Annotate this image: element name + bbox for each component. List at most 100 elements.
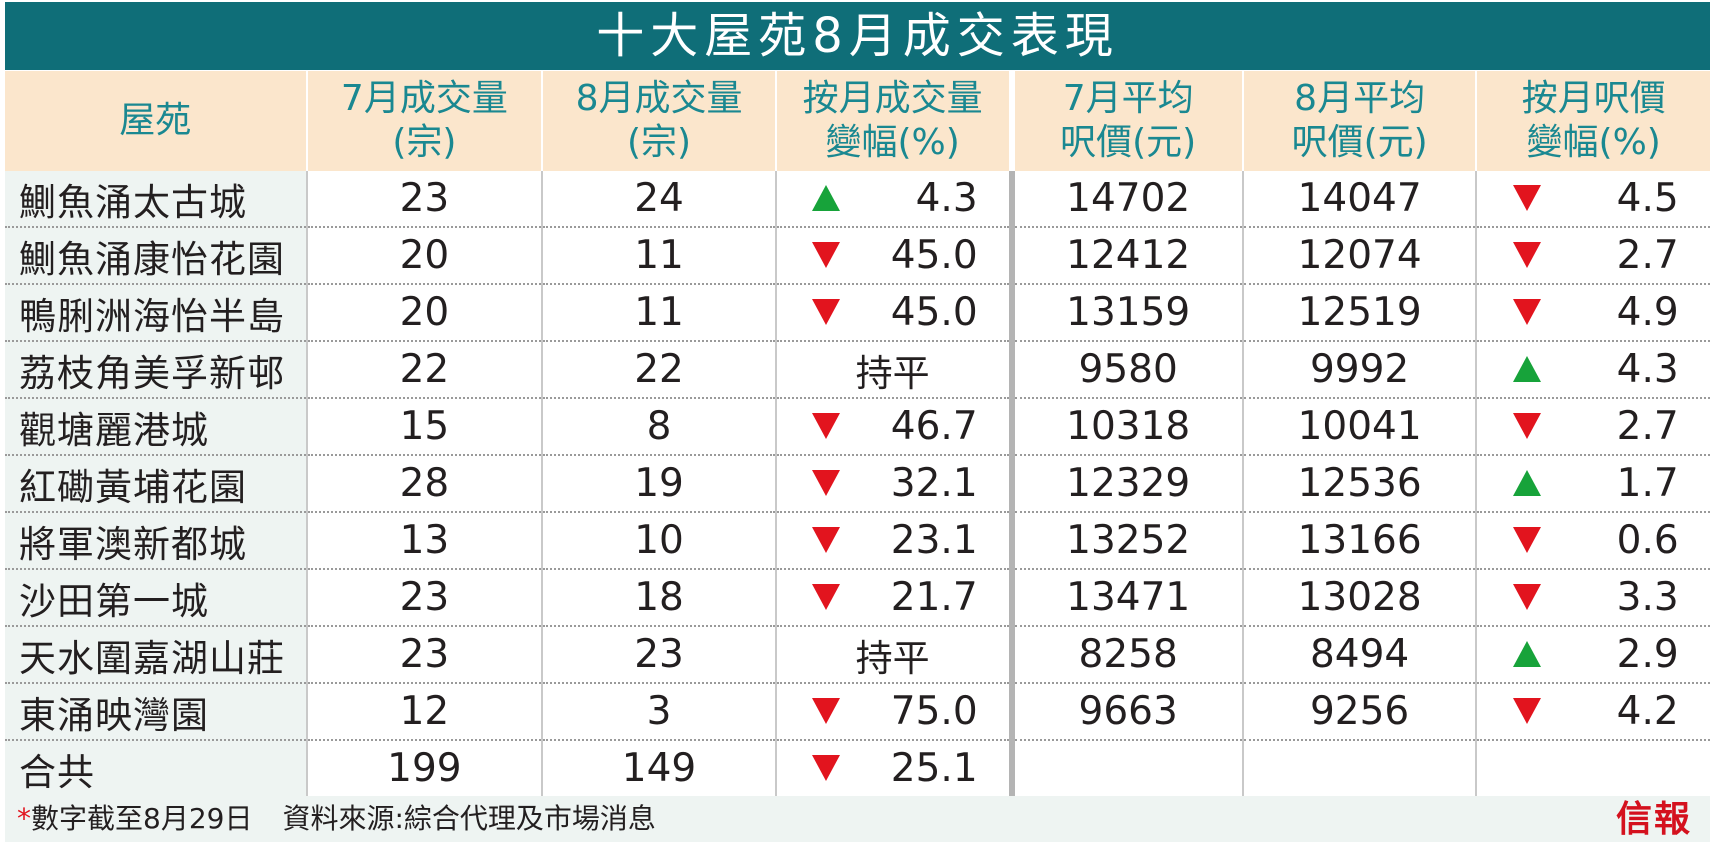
header-aug-price: 8月平均 呎價(元) xyxy=(1241,71,1477,171)
total-aug-price-empty xyxy=(1241,740,1477,798)
triangle-up-icon xyxy=(1512,469,1541,496)
triangle-down-icon xyxy=(1512,241,1541,268)
change-number: 2.9 xyxy=(1616,632,1679,677)
header-jul-price: 7月平均 呎價(元) xyxy=(1008,71,1243,171)
change-value: 21.7 xyxy=(798,575,988,620)
aug-price: 13166 xyxy=(1241,512,1477,570)
triangle-down-icon xyxy=(811,241,840,268)
estate-name: 沙田第一城 xyxy=(5,569,307,627)
volume-change: 持平 xyxy=(774,341,1012,399)
jul-price: 13252 xyxy=(1008,512,1243,570)
price-change: 2.7 xyxy=(1475,398,1710,456)
aug-price: 14047 xyxy=(1241,171,1477,228)
flat-label: 持平 xyxy=(855,636,930,680)
estate-name: 鰂魚涌太古城 xyxy=(5,171,307,228)
jul-price: 12329 xyxy=(1008,455,1243,513)
change-value: 4.9 xyxy=(1499,290,1689,335)
triangle-up-icon xyxy=(1512,355,1541,382)
aug-price: 12536 xyxy=(1241,455,1477,513)
volume-change: 75.0 xyxy=(774,683,1012,741)
change-value: 75.0 xyxy=(798,689,988,734)
volume-change: 23.1 xyxy=(774,512,1012,570)
change-value: 2.7 xyxy=(1499,404,1689,449)
aug-price: 12519 xyxy=(1241,284,1477,342)
change-value: 32.1 xyxy=(798,461,988,506)
jul-price: 13471 xyxy=(1008,569,1243,627)
volume-change: 45.0 xyxy=(774,227,1012,285)
aug-volume: 8 xyxy=(541,398,776,456)
change-number: 4.3 xyxy=(915,176,978,221)
price-change: 4.3 xyxy=(1475,341,1710,399)
estate-name: 鴨脷洲海怡半島 xyxy=(5,284,307,342)
change-value: 4.3 xyxy=(798,176,988,221)
aug-volume: 3 xyxy=(541,683,776,741)
jul-volume: 12 xyxy=(305,683,543,741)
change-number: 23.1 xyxy=(890,518,978,563)
jul-volume: 28 xyxy=(305,455,543,513)
aug-volume: 11 xyxy=(541,227,776,285)
jul-volume: 22 xyxy=(305,341,543,399)
aug-volume: 10 xyxy=(541,512,776,570)
price-change: 2.7 xyxy=(1475,227,1710,285)
volume-change: 持平 xyxy=(774,626,1012,684)
triangle-down-icon xyxy=(811,469,840,496)
change-number: 2.7 xyxy=(1616,233,1679,278)
change-number: 1.7 xyxy=(1616,461,1679,506)
jul-volume: 20 xyxy=(305,227,543,285)
jul-price: 12412 xyxy=(1008,227,1243,285)
triangle-down-icon xyxy=(811,526,840,553)
table-graphic: 十大屋苑8月成交表現 屋苑 7月成交量 (宗) 8月成交量 (宗) 按月成交量 變幅(… xyxy=(5,0,1710,842)
triangle-down-icon xyxy=(1512,184,1541,211)
triangle-up-icon xyxy=(1512,640,1541,667)
total-label: 合共 xyxy=(5,740,307,798)
aug-price: 9992 xyxy=(1241,341,1477,399)
change-number: 25.1 xyxy=(890,746,978,791)
estate-name: 東涌映灣園 xyxy=(5,683,307,741)
change-number: 4.9 xyxy=(1616,290,1679,335)
triangle-down-icon xyxy=(1512,583,1541,610)
estate-name: 鰂魚涌康怡花園 xyxy=(5,227,307,285)
header-price-change: 按月呎價 變幅(%) xyxy=(1475,71,1710,171)
aug-volume: 19 xyxy=(541,455,776,513)
price-change: 0.6 xyxy=(1475,512,1710,570)
flat-label: 持平 xyxy=(855,351,930,395)
change-value: 2.9 xyxy=(1499,632,1689,677)
triangle-down-icon xyxy=(811,754,840,781)
change-number: 75.0 xyxy=(890,689,978,734)
total-jul-volume: 199 xyxy=(305,740,543,798)
jul-volume: 20 xyxy=(305,284,543,342)
table-row: 鰂魚涌太古城 23 24 4.3 14702 14047 4.5 xyxy=(5,171,1710,228)
total-jul-price-empty xyxy=(1008,740,1243,798)
change-number: 45.0 xyxy=(890,290,978,335)
change-value: 0.6 xyxy=(1499,518,1689,563)
table-row: 鰂魚涌康怡花園 20 11 45.0 12412 12074 2.7 xyxy=(5,227,1710,285)
footnote-asterisk: * xyxy=(17,802,31,835)
header-aug-volume: 8月成交量 (宗) xyxy=(541,71,776,171)
table-row: 荔枝角美孚新邨 22 22 持平 9580 9992 4.3 xyxy=(5,341,1710,399)
change-number: 3.3 xyxy=(1616,575,1679,620)
triangle-down-icon xyxy=(1512,697,1541,724)
price-change: 4.2 xyxy=(1475,683,1710,741)
change-number: 46.7 xyxy=(890,404,978,449)
change-value: 4.2 xyxy=(1499,689,1689,734)
aug-price: 12074 xyxy=(1241,227,1477,285)
change-value: 45.0 xyxy=(798,290,988,335)
volume-change: 46.7 xyxy=(774,398,1012,456)
table-row: 紅磡黃埔花園 28 19 32.1 12329 12536 1.7 xyxy=(5,455,1710,513)
price-change: 4.5 xyxy=(1475,171,1710,228)
change-value: 25.1 xyxy=(798,746,988,791)
jul-volume: 23 xyxy=(305,626,543,684)
jul-volume: 23 xyxy=(305,569,543,627)
triangle-up-icon xyxy=(811,184,840,211)
table-row: 東涌映灣園 12 3 75.0 9663 9256 4.2 xyxy=(5,683,1710,741)
total-aug-volume: 149 xyxy=(541,740,776,798)
triangle-down-icon xyxy=(1512,526,1541,553)
change-number: 45.0 xyxy=(890,233,978,278)
change-number: 0.6 xyxy=(1616,518,1679,563)
volume-change: 45.0 xyxy=(774,284,1012,342)
price-change: 3.3 xyxy=(1475,569,1710,627)
triangle-down-icon xyxy=(811,298,840,325)
change-value: 45.0 xyxy=(798,233,988,278)
aug-volume: 23 xyxy=(541,626,776,684)
jul-price: 8258 xyxy=(1008,626,1243,684)
